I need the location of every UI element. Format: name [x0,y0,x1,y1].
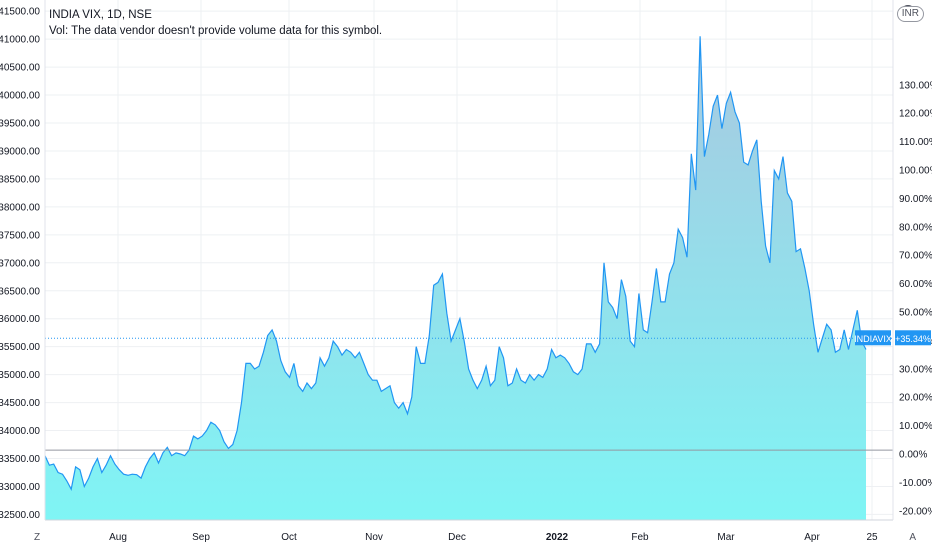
time-tick-label: Nov [365,532,383,543]
reference-lines [45,337,893,451]
left-tick-label: 36500.00 [0,286,40,297]
left-tick-label: 41500.00 [0,7,40,18]
time-tick-label: Apr [804,532,820,543]
left-price-axis[interactable]: 41500.00 41000.00 40500.00 40000.00 39500.00… [0,7,40,521]
left-tick-label: 35500.00 [0,342,40,353]
left-tick-label: 40000.00 [0,91,40,102]
time-tick-label: Aug [109,532,127,543]
chart-legend: INDIA VIX, 1D, NSE Vol: The data vendor … [49,7,382,39]
right-tick-label: 20.00% [899,393,932,404]
left-tick-label: 39000.00 [0,146,40,157]
right-percent-axis[interactable]: 130.00% 120.00% 110.00% 100.00% 90.00% 80.00%… [899,80,932,517]
series-name-label: INDIAVIX [854,334,892,344]
left-tick-label: 37500.00 [0,230,40,241]
left-tick-label: 39500.00 [0,119,40,130]
time-tick-label: 25 [866,532,878,543]
auto-scale-button[interactable]: A [909,532,916,543]
time-tick-label: Dec [448,532,466,543]
series-end-labels: INDIAVIX +35.34% [854,330,931,346]
left-tick-label: 41000.00 [0,35,40,46]
time-tick-label: Feb [631,532,649,543]
right-tick-label: 130.00% [899,80,932,91]
change-tag [895,330,931,346]
left-tick-label: 40500.00 [0,63,40,74]
left-tick-label: 33500.00 [0,454,40,465]
series-area [44,36,867,521]
time-tick-label: 2022 [546,532,569,543]
right-tick-label: 10.00% [899,421,932,432]
right-tick-label: 100.00% [899,166,932,177]
right-tick-label: 80.00% [899,222,932,233]
time-tick-label: Sep [192,532,210,543]
time-tick-label: Mar [717,532,735,543]
left-tick-label: 32500.00 [0,510,40,521]
left-tick-label: 34000.00 [0,426,40,437]
series-line [44,36,867,491]
left-tick-label: 36000.00 [0,314,40,325]
right-tick-label: 50.00% [899,308,932,319]
right-tick-label: 90.00% [899,194,932,205]
currency-badge[interactable]: INR [896,6,924,22]
right-tick-label: 110.00% [899,137,932,148]
left-tick-label: 37000.00 [0,258,40,269]
area-fill [45,36,866,521]
left-tick-label: 38000.00 [0,202,40,213]
zoom-toggle-button[interactable]: Z [34,532,41,543]
right-tick-label: 70.00% [899,251,932,262]
series-name-tag [855,330,891,346]
time-tick-label: Oct [281,532,297,543]
right-tick-label: 60.00% [899,279,932,290]
left-tick-label: 35000.00 [0,370,40,381]
right-tick-label: 120.00% [899,109,932,120]
time-axis[interactable]: Aug Sep Oct Nov Dec 2022 Feb Mar Apr 25 [44,0,894,543]
right-tick-label: -10.00% [899,478,932,489]
change-label: +35.34% [895,334,931,344]
left-tick-label: 38500.00 [0,174,40,185]
right-tick-label: 30.00% [899,364,932,375]
symbol-title: INDIA VIX, 1D, NSE [49,9,152,21]
left-tick-label: 34500.00 [0,398,40,409]
left-tick-label: 33000.00 [0,482,40,493]
volume-note: Vol: The data vendor doesn't provide vol… [49,25,383,37]
right-tick-label: -20.00% [899,506,932,517]
right-tick-label: 0.00% [899,450,927,461]
